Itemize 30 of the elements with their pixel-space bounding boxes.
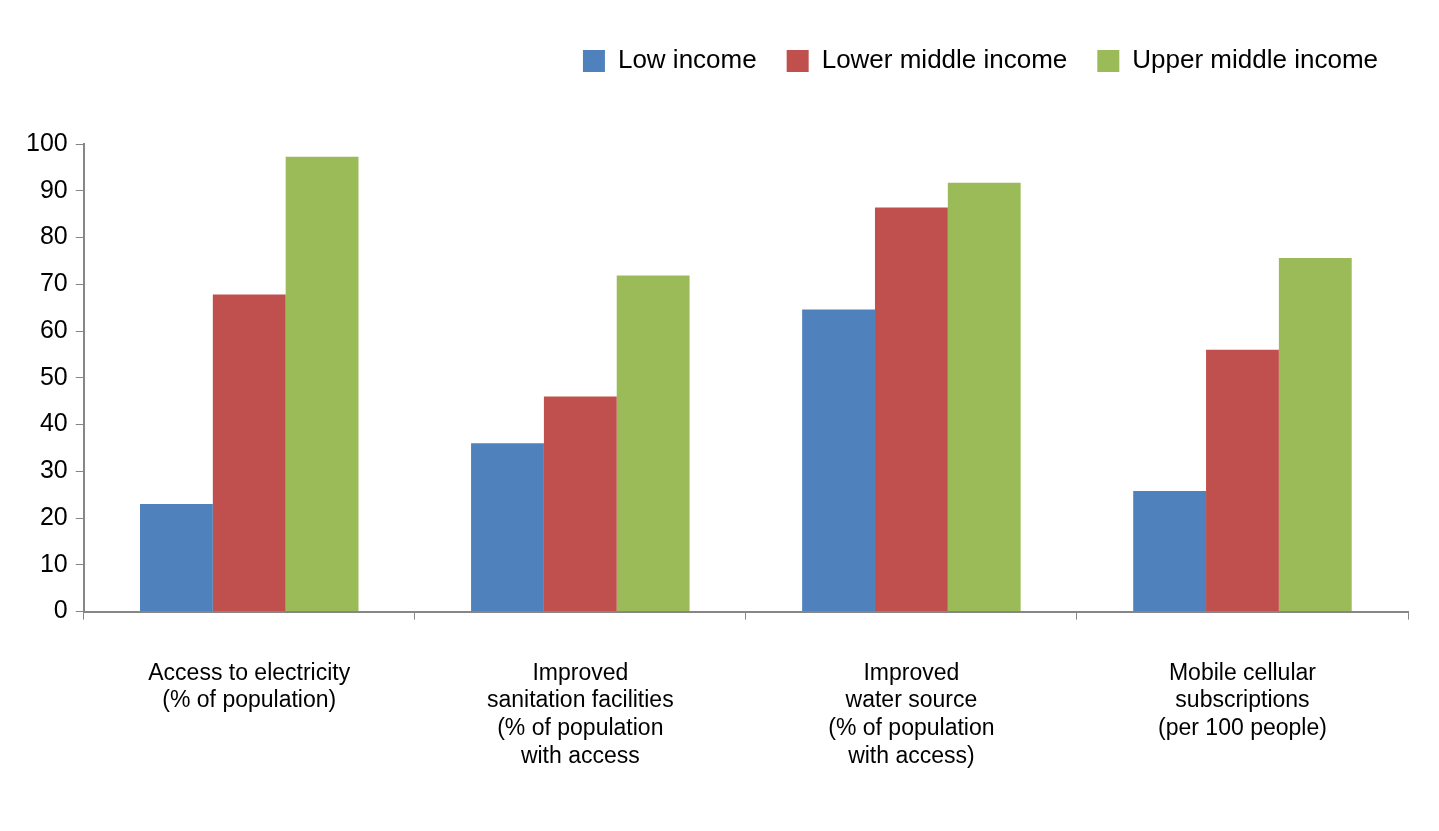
legend-label: Upper middle income bbox=[1132, 44, 1378, 75]
y-tick-label: 90 bbox=[39, 174, 68, 203]
y-tick-label: 50 bbox=[39, 361, 68, 390]
bar bbox=[1133, 490, 1207, 612]
bar bbox=[874, 207, 948, 612]
x-tick-label: Improved sanitation facilities (% of population with access bbox=[486, 658, 674, 768]
x-tick-label: Access to electricity (% of population) bbox=[148, 658, 351, 713]
bar bbox=[947, 182, 1021, 612]
bar bbox=[543, 396, 617, 612]
bar bbox=[471, 443, 544, 612]
bar bbox=[139, 504, 213, 612]
x-tick-label: Improved water source (% of population with access) bbox=[828, 658, 995, 768]
y-tick-label: 100 bbox=[25, 127, 68, 156]
y-tick-label: 10 bbox=[39, 548, 68, 577]
y-tick-label: 80 bbox=[39, 221, 68, 250]
legend-label: Lower middle income bbox=[821, 44, 1068, 75]
bar bbox=[616, 275, 690, 612]
y-tick-label: 20 bbox=[39, 501, 68, 530]
y-tick-label: 40 bbox=[39, 408, 68, 437]
bar bbox=[285, 156, 359, 612]
y-tick-label: 0 bbox=[53, 595, 68, 624]
bar bbox=[802, 309, 875, 612]
y-tick-label: 30 bbox=[39, 455, 68, 484]
bar bbox=[1278, 258, 1352, 612]
bar bbox=[1206, 349, 1279, 612]
x-tick-label: Mobile cellular subscriptions (per 100 people) bbox=[1158, 658, 1327, 740]
legend-label: Low income bbox=[617, 44, 757, 75]
bar bbox=[212, 294, 286, 612]
y-tick-label: 60 bbox=[39, 314, 68, 343]
y-tick-label: 70 bbox=[39, 268, 68, 297]
